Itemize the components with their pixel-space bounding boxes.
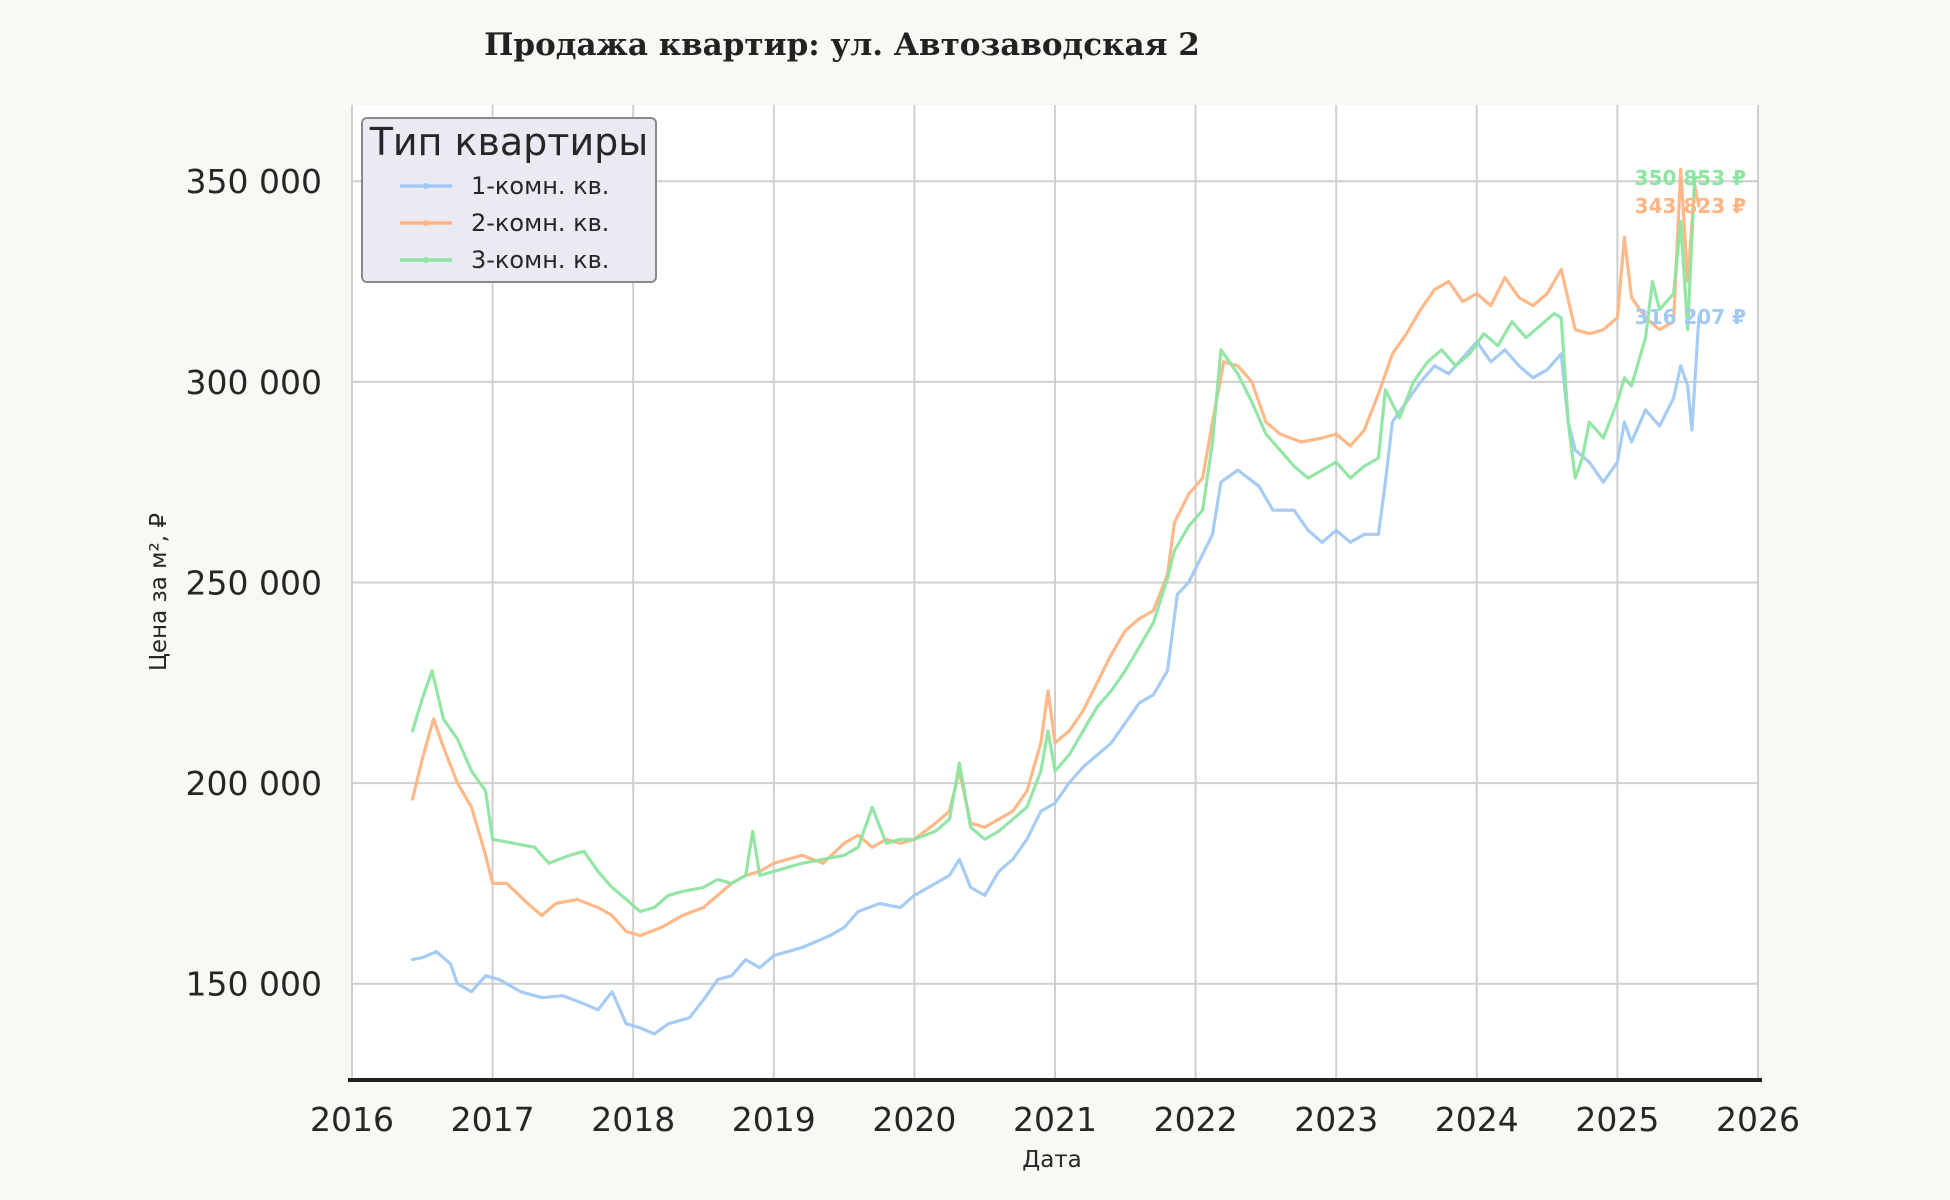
legend-box xyxy=(361,117,657,283)
legend-marker-2 xyxy=(423,220,429,226)
legend-label-1: 1-комн. кв. xyxy=(471,172,609,200)
end-labels: 316 207 ₽ 343 823 ₽ 350 853 ₽ xyxy=(1635,166,1746,329)
end-label-series-1: 316 207 ₽ xyxy=(1635,305,1746,329)
y-tick-label: 250 000 xyxy=(186,563,322,602)
y-tick-label: 300 000 xyxy=(186,363,322,402)
x-tick-label: 2021 xyxy=(1013,1100,1097,1139)
x-tick-label: 2024 xyxy=(1435,1100,1519,1139)
x-tick-label: 2017 xyxy=(451,1100,535,1139)
legend-marker-3 xyxy=(423,257,429,263)
x-tick-label: 2016 xyxy=(310,1100,394,1139)
legend-title: Тип квартиры xyxy=(369,120,649,164)
series-line-2 xyxy=(410,167,1701,938)
series-line-3 xyxy=(410,175,1701,914)
end-label-series-2: 343 823 ₽ xyxy=(1635,194,1746,218)
x-tick-label: 2025 xyxy=(1575,1100,1659,1139)
y-axis-label: Цена за м², ₽ xyxy=(146,513,172,671)
x-tick-label: 2018 xyxy=(591,1100,675,1139)
x-tick-label: 2019 xyxy=(732,1100,816,1139)
x-tick-label: 2023 xyxy=(1294,1100,1378,1139)
y-tick-label: 200 000 xyxy=(186,764,322,803)
x-axis-label: Дата xyxy=(1022,1147,1082,1173)
y-tick-label: 350 000 xyxy=(186,162,322,201)
legend: Тип квартиры 1-комн. кв. 2-комн. кв. 3-ком… xyxy=(361,117,657,283)
x-tick-label: 2022 xyxy=(1154,1100,1238,1139)
legend-items: 1-комн. кв. 2-комн. кв. 3-комн. кв. xyxy=(400,172,609,274)
y-tick-label: 150 000 xyxy=(186,965,322,1004)
x-tick-label: 2020 xyxy=(872,1100,956,1139)
x-axis-ticks: 2016 2017 2018 2019 2020 2021 2022 2023 2024 2025… xyxy=(310,1100,1800,1139)
series-layer xyxy=(410,167,1701,1036)
grid xyxy=(351,105,1759,1080)
chart-title: Продажа квартир: ул. Автозаводская 2 xyxy=(484,27,1200,63)
series-line-1 xyxy=(410,315,1701,1036)
legend-label-3: 3-комн. кв. xyxy=(471,246,609,274)
end-label-series-3: 350 853 ₽ xyxy=(1635,166,1746,190)
x-tick-label: 2026 xyxy=(1716,1100,1800,1139)
legend-marker-1 xyxy=(423,183,429,189)
y-axis-ticks: 150 000 200 000 250 000 300 000 350 000 xyxy=(186,162,322,1003)
legend-label-2: 2-комн. кв. xyxy=(471,209,609,237)
